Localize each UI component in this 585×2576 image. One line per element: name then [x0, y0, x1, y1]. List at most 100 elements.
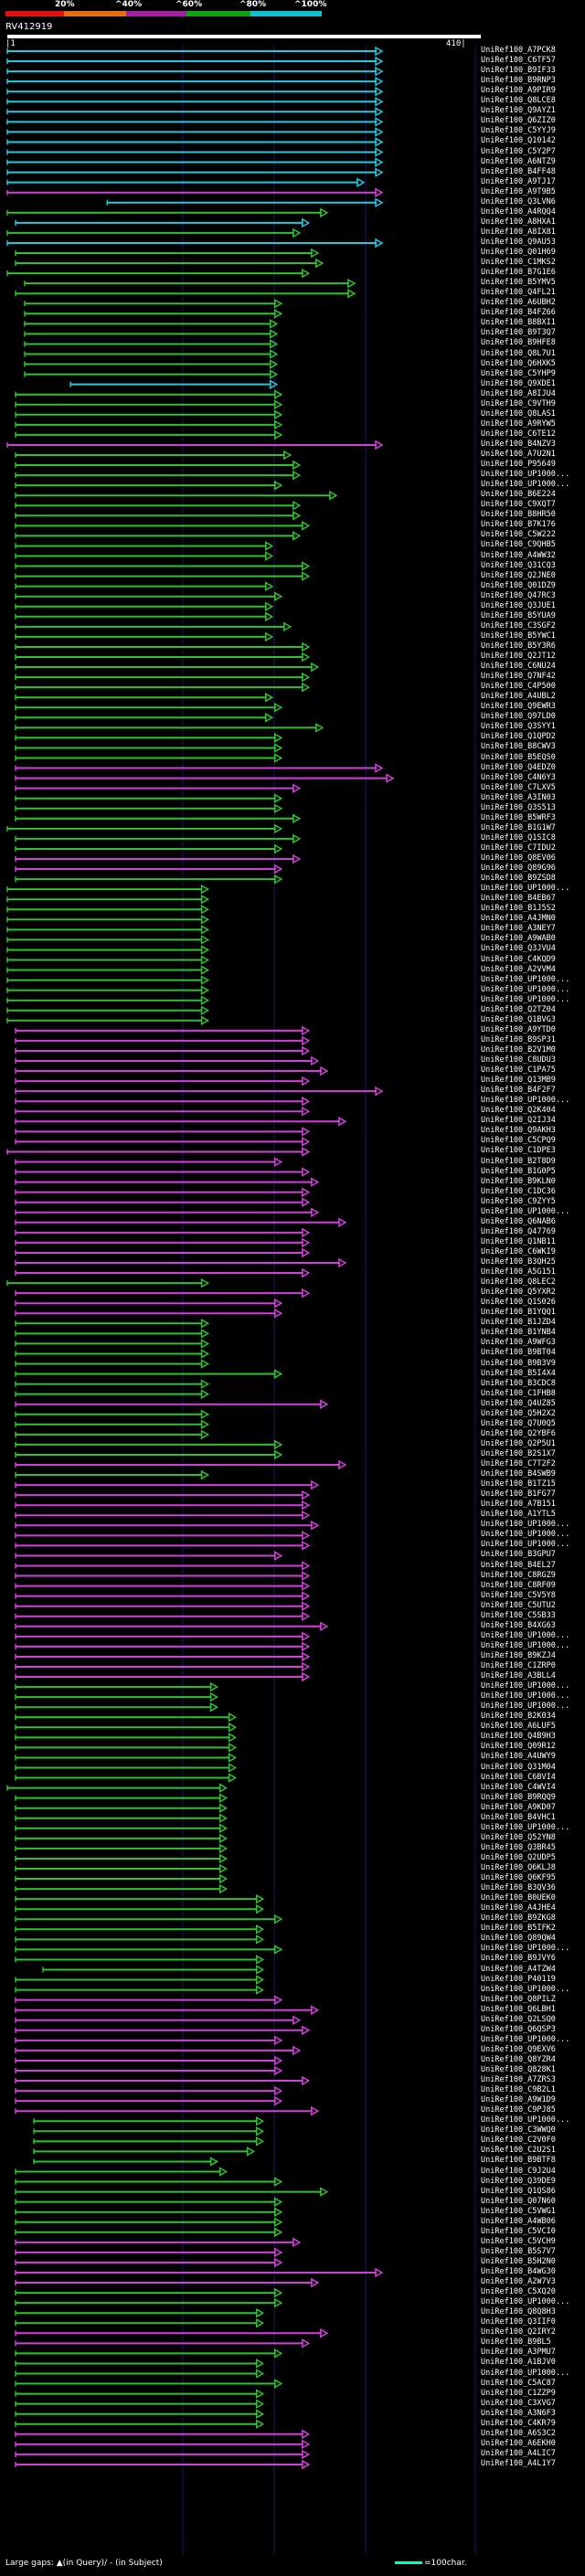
hit-label[interactable]: UniRef100_Q09R12 — [481, 1742, 556, 1752]
hit-label[interactable]: UniRef100_Q31CQ3 — [481, 560, 556, 570]
hit-label[interactable]: UniRef100_B1J5S2 — [481, 904, 556, 914]
hit-label[interactable]: UniRef100_B5I4X4 — [481, 1368, 556, 1378]
hit-label[interactable]: UniRef100_Q2JNE0 — [481, 570, 556, 580]
hit-label[interactable]: UniRef100_Q2IJ34 — [481, 1116, 556, 1126]
hit-label[interactable]: UniRef100_B1YQQ1 — [481, 1308, 556, 1318]
hit-label[interactable]: UniRef100_B1FG77 — [481, 1489, 556, 1500]
hit-label[interactable]: UniRef100_Q9AU53 — [481, 237, 556, 247]
hit-label[interactable]: UniRef100_B9BTF8 — [481, 2156, 556, 2166]
hit-label[interactable]: UniRef100_B3QV36 — [481, 1883, 556, 1893]
hit-label[interactable]: UniRef100_B9ZSD8 — [481, 874, 556, 884]
hit-label[interactable]: UniRef100_Q47RC3 — [481, 590, 556, 600]
hit-label[interactable]: UniRef100_Q3JUE1 — [481, 600, 556, 610]
hit-label[interactable]: UniRef100_P40119 — [481, 1974, 556, 1984]
hit-label[interactable]: UniRef100_UP1000... — [481, 1640, 570, 1650]
hit-label[interactable]: UniRef100_C7T2F2 — [481, 1459, 556, 1468]
hit-label[interactable]: UniRef100_B5YMV5 — [481, 278, 556, 288]
hit-label[interactable]: UniRef100_B9RQQ9 — [481, 1792, 556, 1802]
hit-label[interactable]: UniRef100_A8HXA1 — [481, 217, 556, 227]
hit-label[interactable]: UniRef100_A8IJU4 — [481, 388, 556, 398]
hit-label[interactable]: UniRef100_A6LUF5 — [481, 1722, 556, 1732]
hit-label[interactable]: UniRef100_Q1QPD2 — [481, 732, 556, 742]
hit-label[interactable]: UniRef100_C9B2L1 — [481, 2085, 556, 2095]
hit-label[interactable]: UniRef100_Q7U0Q5 — [481, 1418, 556, 1428]
hit-label[interactable]: UniRef100_B4FZ66 — [481, 308, 556, 318]
hit-label[interactable]: UniRef100_B4VHC1 — [481, 1812, 556, 1822]
hit-label[interactable]: UniRef100_UP1000... — [481, 1530, 570, 1540]
hit-label[interactable]: UniRef100_C3XVG7 — [481, 2398, 556, 2408]
hit-label[interactable]: UniRef100_Q1BVG3 — [481, 1014, 556, 1024]
hit-label[interactable]: UniRef100_UP1000... — [481, 1206, 570, 1216]
hit-label[interactable]: UniRef100_Q1S026 — [481, 1298, 556, 1308]
hit-label[interactable]: UniRef100_B6E224 — [481, 490, 556, 500]
hit-label[interactable]: UniRef100_Q4FL21 — [481, 288, 556, 298]
hit-label[interactable]: UniRef100_A6UBH2 — [481, 298, 556, 308]
hit-label[interactable]: UniRef100_B5YWC1 — [481, 631, 556, 641]
hit-label[interactable]: UniRef100_UP1000... — [481, 2115, 570, 2125]
hit-label[interactable]: UniRef100_Q52YN8 — [481, 1832, 556, 1842]
hit-label[interactable]: UniRef100_UP1000... — [481, 2034, 570, 2044]
hit-label[interactable]: UniRef100_UP1000... — [481, 1984, 570, 1994]
hit-label[interactable]: UniRef100_B3CDC8 — [481, 1378, 556, 1388]
hit-label[interactable]: UniRef100_C9PJ85 — [481, 2105, 556, 2115]
hit-label[interactable]: UniRef100_B5IFK2 — [481, 1924, 556, 1934]
hit-label[interactable]: UniRef100_Q2IRY2 — [481, 2327, 556, 2337]
hit-label[interactable]: UniRef100_Q9EXV6 — [481, 2044, 556, 2054]
hit-label[interactable]: UniRef100_Q89QW4 — [481, 1934, 556, 1944]
hit-label[interactable]: UniRef100_C9J2U4 — [481, 2166, 556, 2176]
hit-label[interactable]: UniRef100_A4WW32 — [481, 550, 556, 560]
hit-label[interactable]: UniRef100_Q10142 — [481, 136, 556, 146]
hit-label[interactable]: UniRef100_C3SGF2 — [481, 620, 556, 631]
hit-label[interactable]: UniRef100_Q07N60 — [481, 2196, 556, 2206]
hit-label[interactable]: UniRef100_Q5YXR2 — [481, 1288, 556, 1298]
hit-label[interactable]: UniRef100_Q6HXK5 — [481, 358, 556, 368]
hit-label[interactable]: UniRef100_B8BXI1 — [481, 318, 556, 328]
hit-label[interactable]: UniRef100_A9WAB0 — [481, 934, 556, 944]
hit-label[interactable]: UniRef100_A4RQQ4 — [481, 207, 556, 217]
hit-label[interactable]: UniRef100_C5VCH9 — [481, 2236, 556, 2246]
hit-label[interactable]: UniRef100_C8RF09 — [481, 1580, 556, 1590]
hit-label[interactable]: UniRef100_C6BVI4 — [481, 1772, 556, 1782]
hit-label[interactable]: UniRef100_B7G1E6 — [481, 268, 556, 278]
hit-label[interactable]: UniRef100_Q8LCE8 — [481, 96, 556, 106]
hit-label[interactable]: UniRef100_C5UTU2 — [481, 1600, 556, 1610]
hit-label[interactable]: UniRef100_A1BJV0 — [481, 2358, 556, 2368]
hit-label[interactable]: UniRef100_Q2JT12 — [481, 652, 556, 661]
hit-label[interactable]: UniRef100_C5YHP9 — [481, 368, 556, 378]
hit-label[interactable]: UniRef100_C5CPQ9 — [481, 1136, 556, 1146]
hit-label[interactable]: UniRef100_B9ZKG8 — [481, 1913, 556, 1924]
hit-label[interactable]: UniRef100_B4FF48 — [481, 166, 556, 176]
hit-label[interactable]: UniRef100_UP1000... — [481, 1630, 570, 1640]
hit-label[interactable]: UniRef100_B5EQS0 — [481, 752, 556, 762]
hit-label[interactable]: UniRef100_Q89G96 — [481, 864, 556, 874]
hit-label[interactable]: UniRef100_A3PMU7 — [481, 2348, 556, 2358]
hit-label[interactable]: UniRef100_A4WB06 — [481, 2216, 556, 2226]
hit-label[interactable]: UniRef100_C6NU24 — [481, 662, 556, 672]
hit-label[interactable]: UniRef100_B2K034 — [481, 1712, 556, 1722]
hit-label[interactable]: UniRef100_Q6KF95 — [481, 1873, 556, 1883]
hit-label[interactable]: UniRef100_C5W222 — [481, 530, 556, 540]
hit-label[interactable]: UniRef100_B9KLN0 — [481, 1176, 556, 1186]
hit-label[interactable]: UniRef100_UP1000... — [481, 974, 570, 984]
hit-label[interactable]: UniRef100_Q3LVN6 — [481, 196, 556, 207]
hit-label[interactable]: UniRef100_C1DPE3 — [481, 1146, 556, 1156]
hit-label[interactable]: UniRef100_Q8L7U1 — [481, 348, 556, 358]
hit-label[interactable]: UniRef100_C5Y2P7 — [481, 146, 556, 156]
hit-label[interactable]: UniRef100_Q8LAS1 — [481, 408, 556, 419]
hit-label[interactable]: UniRef100_B5Y3R6 — [481, 641, 556, 651]
hit-label[interactable]: UniRef100_Q7NF42 — [481, 672, 556, 682]
hit-label[interactable]: UniRef100_Q2P5U1 — [481, 1438, 556, 1448]
hit-label[interactable]: UniRef100_Q4EDZ0 — [481, 762, 556, 772]
hit-label[interactable]: UniRef100_C4KQD9 — [481, 954, 556, 964]
hit-label[interactable]: UniRef100_C6TE12 — [481, 429, 556, 439]
hit-label[interactable]: UniRef100_A7PCK8 — [481, 46, 556, 55]
hit-label[interactable]: UniRef100_Q9AKH3 — [481, 1126, 556, 1136]
hit-label[interactable]: UniRef100_C5XQ20 — [481, 2287, 556, 2297]
hit-label[interactable]: UniRef100_A4L1Y7 — [481, 2458, 556, 2468]
hit-label[interactable]: UniRef100_C4KR79 — [481, 2418, 556, 2428]
hit-label[interactable]: UniRef100_Q828K1 — [481, 2065, 556, 2074]
hit-label[interactable]: UniRef100_B9SP31 — [481, 1034, 556, 1044]
hit-label[interactable]: UniRef100_C1ZRP0 — [481, 1661, 556, 1670]
hit-label[interactable]: UniRef100_UP1000... — [481, 1701, 570, 1712]
hit-label[interactable]: UniRef100_B1JZD4 — [481, 1318, 556, 1328]
